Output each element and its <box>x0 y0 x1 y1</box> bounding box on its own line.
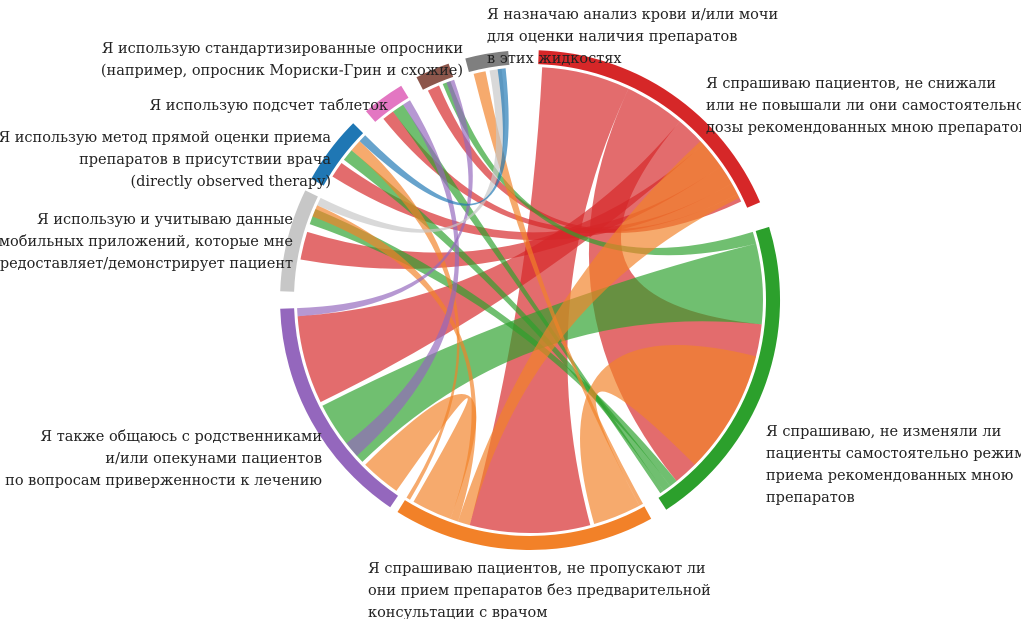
arc-g9 <box>465 51 510 72</box>
arc-g8 <box>416 63 454 90</box>
label-g2-line2: пациенты самостоятельно режим <box>766 446 1021 462</box>
label-g3-line1: Я спрашиваю пациентов, не пропускают ли <box>368 561 706 577</box>
label-g3-line2: они прием препаратов без предварительной <box>368 583 711 599</box>
arcs-layer <box>280 50 781 551</box>
label-g6-line1: Я использую метод прямой оценки приема <box>0 130 331 146</box>
label-g7-line1: Я использую подсчет таблеток <box>149 98 388 114</box>
label-g2-line1: Я спрашиваю, не изменяли ли <box>766 424 1001 440</box>
label-g6: Я использую метод прямой оценки приема п… <box>0 130 331 190</box>
label-g5-line2: мобильных приложений, которые мне <box>0 234 293 250</box>
arc-g7 <box>366 85 409 122</box>
label-g1-line3: дозы рекомендованных мною препаратов <box>706 120 1021 136</box>
arc-g5 <box>280 190 318 292</box>
label-g4: Я также общаюсь с родственниками и/или о… <box>5 429 322 489</box>
label-g5: Я использую и учитываю данные мобильных … <box>0 212 293 272</box>
arc-g4 <box>280 308 398 508</box>
label-g4-line2: и/или опекунами пациентов <box>105 451 322 467</box>
label-g6-line2: препаратов в присутствии врача <box>79 152 331 168</box>
ribbon-g4-19 <box>297 79 473 317</box>
ribbon-g3-15 <box>312 205 477 522</box>
label-g6-line3: (directly observed therapy) <box>130 174 331 190</box>
ribbon-g2-9 <box>343 150 671 491</box>
label-g9-line1: Я назначаю анализ крови и/или мочи <box>487 7 778 23</box>
ribbon-g3-13 <box>365 394 477 519</box>
label-g3: Я спрашиваю пациентов, не пропускают ли … <box>368 561 711 619</box>
label-g2-line3: приема рекомендованных мною <box>766 468 1013 484</box>
arc-g2 <box>658 226 781 510</box>
label-g3-line3: консультации с врачом <box>368 605 548 619</box>
ribbon-g3-14 <box>458 141 740 526</box>
ribbon-g2-7 <box>322 243 763 462</box>
arc-g6 <box>311 123 364 186</box>
label-g4-line3: по вопросам приверженности к лечению <box>5 473 322 489</box>
ribbon-g6-21 <box>359 68 509 206</box>
ribbons-layer <box>297 67 763 534</box>
label-g1-line1: Я спрашиваю пациентов, не снижали <box>706 76 996 92</box>
label-g7: Я использую подсчет таблеток <box>149 98 388 114</box>
ribbon-g1-2 <box>297 121 704 403</box>
arc-g3 <box>397 500 652 551</box>
label-g8-line1: Я использую стандартизированные опросник… <box>102 41 463 57</box>
ribbon-g3-12 <box>580 345 757 524</box>
ribbon-g3-17 <box>473 71 643 506</box>
ribbon-g2-8 <box>309 209 677 487</box>
label-g5-line3: предоставляет/демонстрирует пациент <box>0 256 293 272</box>
label-g9-line2: для оценки наличия препаратов <box>487 29 737 45</box>
label-g4-line1: Я также общаюсь с родственниками <box>40 429 322 445</box>
label-g5-line1: Я использую и учитываю данные <box>37 212 293 228</box>
label-g8-line2: (например, опросник Мориски-Грин и схожи… <box>101 63 463 79</box>
label-g8: Я использую стандартизированные опросник… <box>101 41 463 79</box>
label-g2: Я спрашиваю, не изменяли ли пациенты сам… <box>766 424 1021 506</box>
label-g1-line2: или не повышали ли они самостоятельно <box>706 98 1021 114</box>
arc-g1 <box>538 50 761 208</box>
label-g9-line3: в этих жидкостях <box>487 51 622 67</box>
label-g9: Я назначаю анализ крови и/или мочи для о… <box>487 7 778 67</box>
label-g2-line4: препаратов <box>766 490 855 506</box>
label-g1: Я спрашиваю пациентов, не снижали или не… <box>706 76 1021 136</box>
